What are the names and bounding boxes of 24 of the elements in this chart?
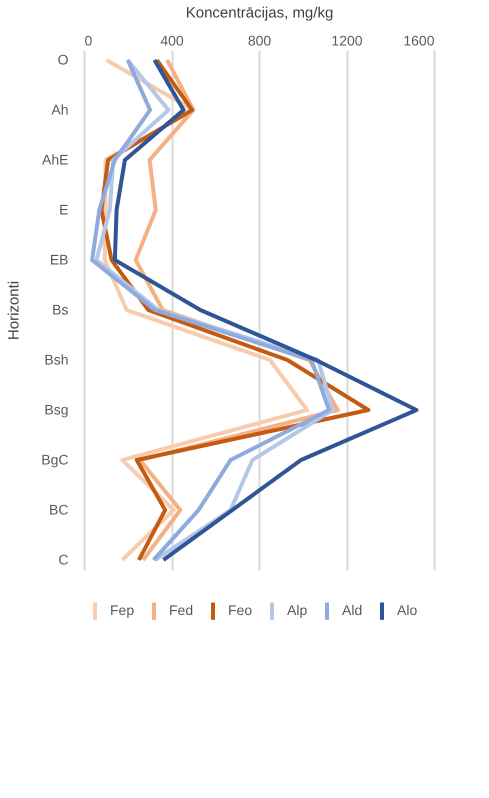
x-tick-label: 1600 — [403, 32, 435, 48]
y-tick-label: Bsg — [44, 402, 68, 418]
legend-label: Alp — [287, 602, 308, 618]
legend-label: Fep — [110, 602, 134, 618]
y-tick-label: BC — [49, 502, 68, 518]
legend-label: Ald — [342, 602, 362, 618]
x-tick-label: 1200 — [331, 32, 363, 48]
legend-label: Feo — [228, 602, 252, 618]
y-tick-label: AhE — [42, 152, 68, 168]
y-tick-label: O — [58, 52, 69, 68]
y-tick-label: E — [59, 202, 68, 218]
y-tick-label: EB — [50, 252, 68, 268]
y-tick-label: Bs — [52, 302, 68, 318]
y-tick-label: Ah — [51, 102, 68, 118]
x-tick-label: 800 — [248, 32, 272, 48]
x-tick-label: 400 — [160, 32, 184, 48]
x-tick-label: 0 — [84, 32, 92, 48]
x-axis-title: Koncentrācijas, mg/kg — [186, 4, 334, 22]
y-tick-label: C — [58, 552, 68, 568]
y-axis-title: Horizonti — [5, 280, 22, 340]
y-tick-label: Bsh — [44, 352, 68, 368]
legend-label: Alo — [397, 602, 418, 618]
y-tick-label: BgC — [41, 452, 68, 468]
legend-label: Fed — [169, 602, 194, 618]
